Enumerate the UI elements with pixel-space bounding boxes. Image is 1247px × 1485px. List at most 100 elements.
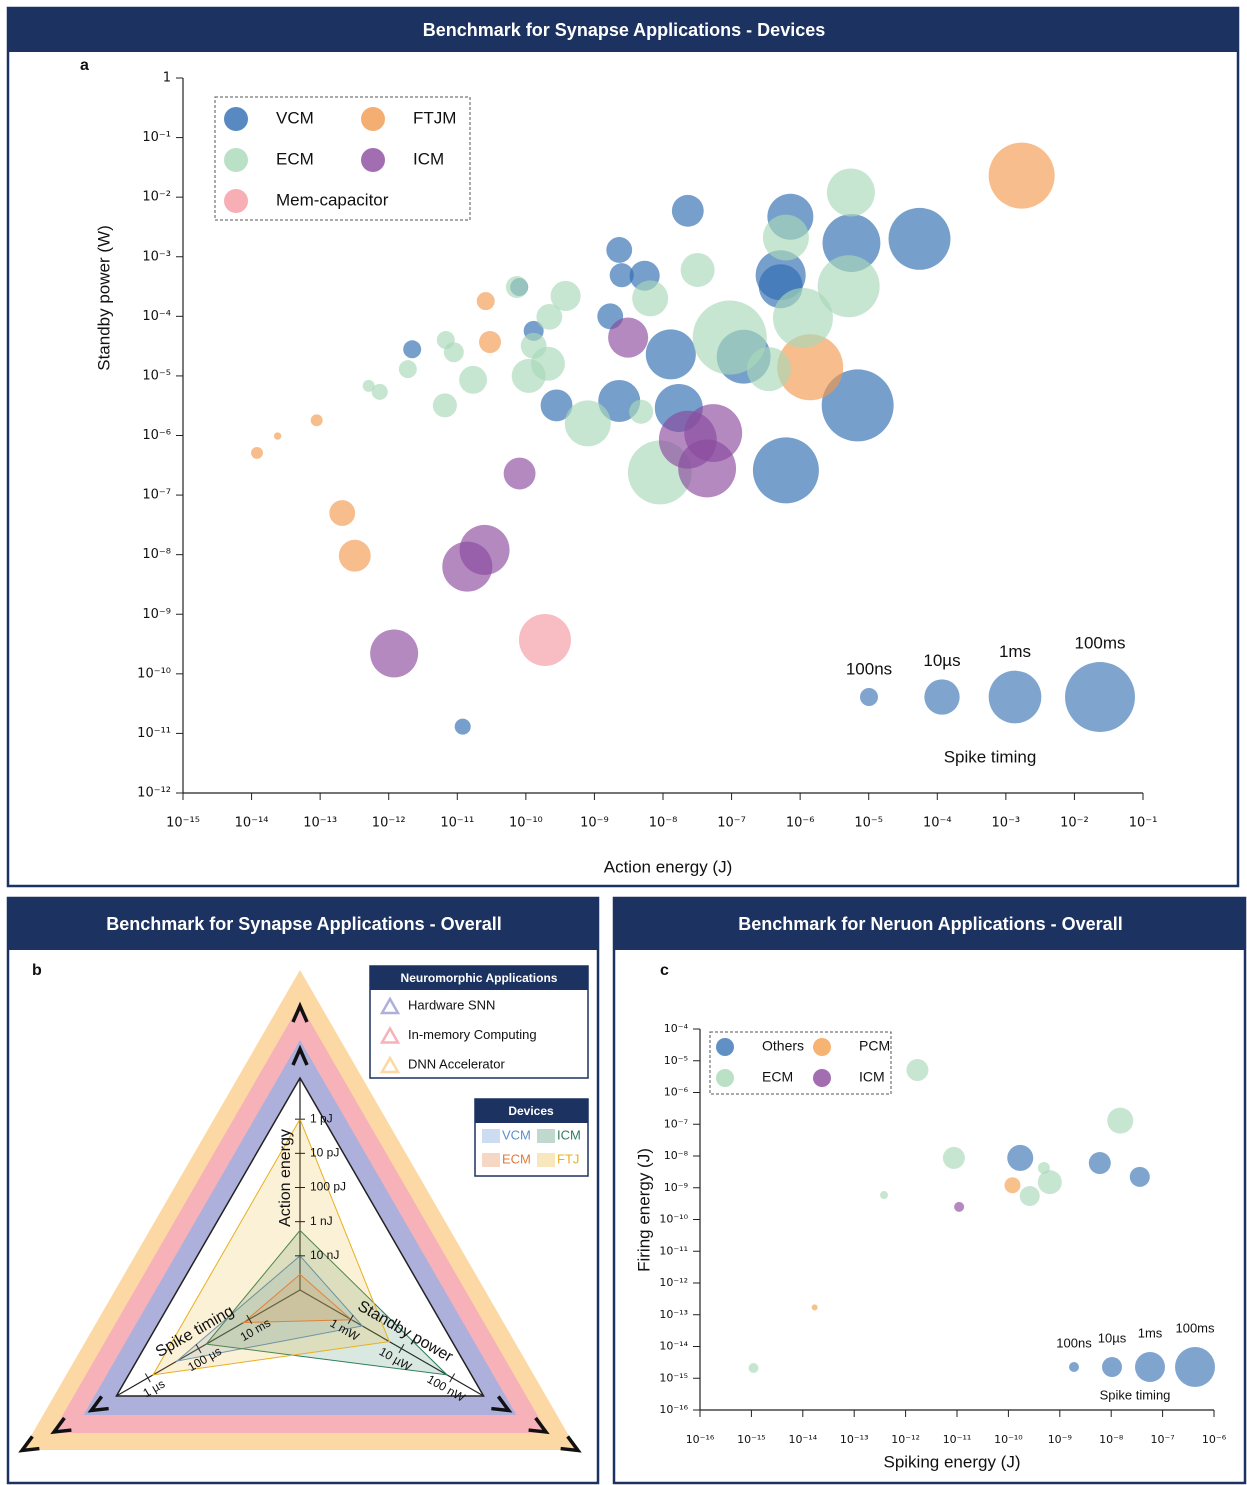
device-legend-label: FTJ (557, 1151, 579, 1166)
arrow (87, 1395, 109, 1413)
radar-tick-label: 1 pJ (310, 1111, 333, 1125)
bubble (442, 541, 493, 592)
bubble (1088, 1152, 1111, 1175)
bubble (942, 1146, 965, 1169)
bubble (479, 331, 502, 354)
legend-label: PCM (859, 1038, 890, 1054)
x-tick-label: 10⁻¹¹ (440, 816, 474, 831)
bubble (362, 379, 375, 392)
x-tick-label: 10⁻³ (992, 816, 1021, 831)
device-legend-swatch (537, 1153, 555, 1167)
legend-marker (716, 1038, 734, 1056)
device-legend-label: VCM (502, 1127, 531, 1142)
radar-tick (195, 1343, 202, 1354)
size-legend-label: 1ms (1138, 1325, 1163, 1340)
bubble (370, 629, 419, 678)
panel-letter: c (660, 962, 669, 979)
size-legend-label: 10µs (923, 651, 960, 670)
bubble (251, 446, 263, 459)
bubble (432, 393, 457, 418)
panel-letter: b (32, 962, 42, 979)
size-legend-bubble (1135, 1352, 1165, 1382)
x-tick-label: 10⁻¹⁴ (788, 1433, 817, 1446)
app-legend-title: Neuromorphic Applications (401, 971, 558, 985)
size-legend-title: Spike timing (944, 747, 1037, 766)
legend-marker (224, 107, 248, 131)
legend-marker (224, 148, 248, 172)
radar-tick (246, 1314, 253, 1324)
legend-marker (361, 148, 385, 172)
bubble (817, 255, 880, 318)
bubble (1037, 1170, 1062, 1195)
size-legend-bubble (924, 679, 960, 715)
panel-title: Benchmark for Neruon Applications - Over… (738, 914, 1122, 934)
bubble (273, 432, 282, 440)
bubble (564, 400, 611, 447)
bubble (748, 1363, 759, 1374)
x-tick-label: 10⁻⁵ (854, 816, 883, 831)
bubble (671, 194, 704, 227)
y-tick-label: 10⁻⁹ (664, 1181, 688, 1194)
x-tick-label: 10⁻⁸ (649, 816, 678, 831)
bubble (454, 718, 471, 735)
bubble (310, 414, 323, 427)
legend-label: Others (762, 1038, 804, 1054)
y-tick-label: 10⁻⁵ (142, 368, 171, 383)
bubble (629, 399, 654, 424)
bubble (329, 500, 356, 526)
panel-header (8, 898, 598, 950)
panel-title: Benchmark for Synapse Applications - Ove… (106, 914, 501, 934)
bubble (1107, 1107, 1134, 1134)
bubble (906, 1059, 929, 1082)
size-legend-bubble (1102, 1357, 1122, 1377)
x-tick-label: 10⁻² (1060, 816, 1089, 831)
x-tick-label: 10⁻¹⁵ (166, 816, 200, 831)
y-tick-label: 10⁻⁷ (664, 1117, 688, 1130)
radar-tick-label: 10 pJ (310, 1146, 339, 1160)
app-legend-icon (379, 996, 401, 1015)
x-tick-label: 10⁻¹⁴ (235, 816, 269, 831)
radar-axis (299, 1289, 484, 1397)
y-tick-label: 10⁻¹³ (659, 1308, 688, 1321)
x-tick-label: 10⁻⁹ (1048, 1433, 1072, 1446)
panel-header (614, 898, 1245, 950)
y-tick-label: 10⁻¹² (659, 1276, 688, 1289)
radar-tick (144, 1373, 151, 1383)
bubble (609, 263, 634, 288)
bubble (338, 539, 371, 572)
y-tick-label: 1 (163, 71, 171, 86)
size-legend-title: Spike timing (1100, 1387, 1171, 1402)
radar-axis (116, 1289, 301, 1397)
x-tick-label: 10⁻¹³ (303, 816, 337, 831)
legend-label: ICM (859, 1069, 885, 1085)
bubble (632, 280, 669, 317)
bubble (403, 340, 422, 359)
size-legend-bubble (1069, 1362, 1079, 1372)
device-legend-swatch (482, 1129, 500, 1143)
x-tick-label: 10⁻⁴ (923, 816, 952, 831)
size-legend-label: 100ns (846, 659, 892, 678)
bubble (822, 214, 881, 272)
bubble (1007, 1144, 1034, 1171)
y-tick-label: 10⁻⁹ (142, 607, 171, 622)
app-legend-icon (379, 1025, 401, 1044)
bubble (608, 317, 649, 358)
x-tick-label: 10⁻¹⁶ (686, 1433, 715, 1446)
device-area (175, 1255, 364, 1362)
bubble (518, 613, 571, 666)
bubble (540, 389, 573, 422)
size-legend-label: 100ms (1175, 1320, 1215, 1335)
y-tick-label: 10⁻² (142, 190, 171, 205)
y-tick-label: 10⁻¹⁰ (659, 1213, 688, 1226)
device-area (242, 1273, 353, 1324)
y-tick-label: 10⁻¹² (137, 786, 171, 801)
x-tick-label: 10⁻⁷ (1150, 1433, 1174, 1446)
bubble (606, 237, 633, 263)
x-tick-label: 10⁻¹ (1129, 816, 1158, 831)
device-legend-swatch (537, 1129, 555, 1143)
y-tick-label: 10⁻⁸ (142, 547, 171, 562)
arrow (50, 1416, 72, 1435)
arrow (18, 1435, 40, 1453)
